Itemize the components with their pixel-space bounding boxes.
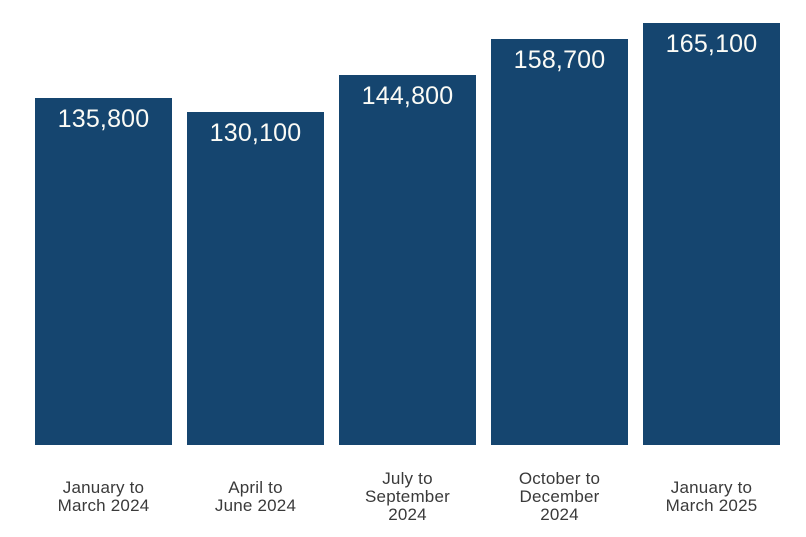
category-label-line: October to — [518, 469, 601, 489]
bar-value-label: 135,800 — [57, 105, 150, 133]
bar-value-label: 144,800 — [361, 82, 454, 110]
category-label-line: 2024 — [540, 504, 579, 524]
category-label-line: January to — [62, 478, 145, 498]
category-label-line: September — [365, 487, 450, 507]
bar-value-label: 158,700 — [513, 46, 606, 74]
category-label-line: December — [519, 487, 600, 507]
bar-value-label: 130,100 — [209, 119, 302, 147]
bar: 165,100 — [643, 23, 780, 445]
bar-value-label: 165,100 — [665, 30, 758, 58]
category-label: October to December 2024 — [491, 445, 628, 537]
category-label-line: March 2024 — [57, 496, 150, 515]
labels-row: January to March 2024 April to June 2024 Jul… — [35, 445, 780, 537]
category-label-line: March 2025 — [665, 496, 758, 515]
category-label: April to June 2024 — [187, 445, 324, 537]
bar: 130,100 — [187, 112, 324, 445]
bar: 144,800 — [339, 75, 476, 445]
category-label-line: 2024 — [388, 504, 427, 524]
bar: 158,700 — [491, 39, 628, 445]
bars-row: 135,800 130,100 144,800 158,700 165,100 — [35, 0, 780, 445]
category-label: July to September 2024 — [339, 445, 476, 537]
category-label: January to March 2024 — [35, 445, 172, 537]
bar: 135,800 — [35, 98, 172, 445]
category-label-line: June 2024 — [214, 496, 297, 515]
category-label-line: January to — [670, 478, 753, 498]
category-label: January to March 2025 — [643, 445, 780, 537]
category-label-line: April to — [228, 478, 283, 498]
category-label-line: July to — [382, 469, 433, 489]
